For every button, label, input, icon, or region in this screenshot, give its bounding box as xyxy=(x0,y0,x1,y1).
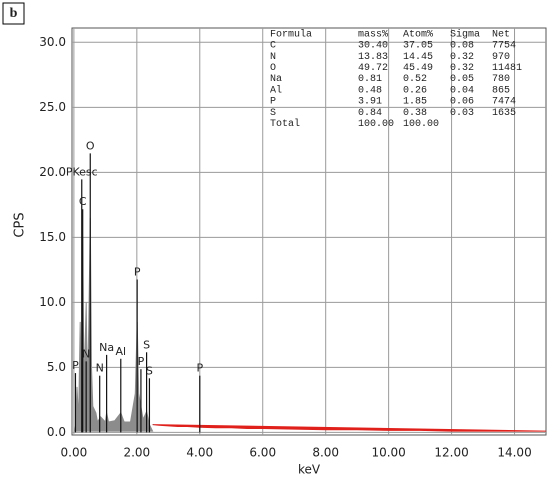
table-cell: 970 xyxy=(492,52,510,63)
x-tick-label: 10.00 xyxy=(371,446,405,460)
x-tick-label: 6.00 xyxy=(249,446,276,460)
table-cell: 0.84 xyxy=(358,108,382,119)
table-cell: 100.00 xyxy=(403,119,439,130)
table-cell: 0.08 xyxy=(450,41,474,52)
table-cell: Al xyxy=(270,84,282,96)
plot-area xyxy=(71,27,547,436)
table-cell: 0.52 xyxy=(403,74,427,85)
table-header: Sigma xyxy=(450,29,480,41)
table-cell: 37.05 xyxy=(403,41,433,52)
table-cell: 0.26 xyxy=(403,85,427,96)
peak-label: N xyxy=(96,362,104,375)
table-cell: P xyxy=(270,97,276,108)
table-cell: 0.38 xyxy=(403,108,427,119)
y-tick-label: 30.0 xyxy=(39,35,66,49)
table-header: Formula xyxy=(270,29,312,41)
peak-label: O xyxy=(86,139,95,152)
table-cell: N xyxy=(270,52,276,63)
y-tick-label: 15.0 xyxy=(39,230,66,244)
table-cell: 11481 xyxy=(492,63,522,74)
peak-label: P xyxy=(72,359,79,372)
table-cell: Na xyxy=(270,74,282,85)
table-cell: 780 xyxy=(492,74,510,85)
peak-label: P xyxy=(138,355,145,368)
panel-box xyxy=(2,2,25,25)
x-tick-label: 12.00 xyxy=(434,446,468,460)
y-tick-label: 10.0 xyxy=(39,295,66,309)
table-header: Net xyxy=(492,30,510,41)
table-cell: 100.00 xyxy=(358,119,394,130)
table-cell: 13.83 xyxy=(358,52,388,63)
table-cell: 49.72 xyxy=(358,63,388,74)
peak-label: S xyxy=(146,364,153,377)
y-axis-title: CPS xyxy=(13,212,28,237)
table-cell: 0.48 xyxy=(358,85,382,96)
x-tick-label: 8.00 xyxy=(312,446,339,460)
peak-label: P xyxy=(196,362,203,375)
table-cell: 45.49 xyxy=(403,63,433,74)
table-cell: O xyxy=(270,63,276,74)
table-cell: 1.85 xyxy=(403,97,427,108)
table-cell: 30.40 xyxy=(358,41,388,52)
table-cell: 1635 xyxy=(492,108,516,119)
x-tick-label: 4.00 xyxy=(186,446,213,460)
x-tick-label: 2.00 xyxy=(123,446,150,460)
table-cell: 3.91 xyxy=(358,97,382,108)
peak-label: S xyxy=(143,338,150,351)
peak-label: P xyxy=(134,265,141,278)
table-header: mass% xyxy=(358,30,388,41)
y-tick-label: 5.0 xyxy=(47,360,66,374)
table-cell: 0.32 xyxy=(450,63,474,74)
table-cell: 0.04 xyxy=(450,85,474,96)
y-tick-label: 0.0 xyxy=(47,425,66,439)
table-cell: 865 xyxy=(492,85,510,96)
table-cell: Total xyxy=(270,118,300,130)
x-tick-label: 14.00 xyxy=(497,446,531,460)
table-cell: 0.03 xyxy=(450,108,474,119)
table-cell: 0.81 xyxy=(358,74,382,85)
table-cell: 14.45 xyxy=(403,52,433,63)
table-cell: 0.05 xyxy=(450,74,474,85)
x-tick-label: 0.00 xyxy=(61,446,88,460)
table-cell: 7754 xyxy=(492,41,516,52)
spectrum-area xyxy=(152,424,547,432)
panel-label: b xyxy=(10,6,18,21)
table-cell: 0.32 xyxy=(450,52,474,63)
table-header: Atom% xyxy=(403,30,433,41)
table-cell: C xyxy=(270,41,276,52)
peak-label: Na xyxy=(99,341,114,354)
table-cell: 0.06 xyxy=(450,97,474,108)
x-axis-title: keV xyxy=(298,463,321,477)
table-cell: S xyxy=(270,108,276,119)
table-cell: 7474 xyxy=(492,97,516,108)
y-tick-label: 25.0 xyxy=(39,100,66,114)
y-tick-label: 20.0 xyxy=(39,165,66,179)
peak-label: PKesc xyxy=(66,165,98,178)
peak-label: N xyxy=(82,347,90,360)
peak-label: Al xyxy=(115,345,126,358)
peak-label: C xyxy=(79,195,87,208)
